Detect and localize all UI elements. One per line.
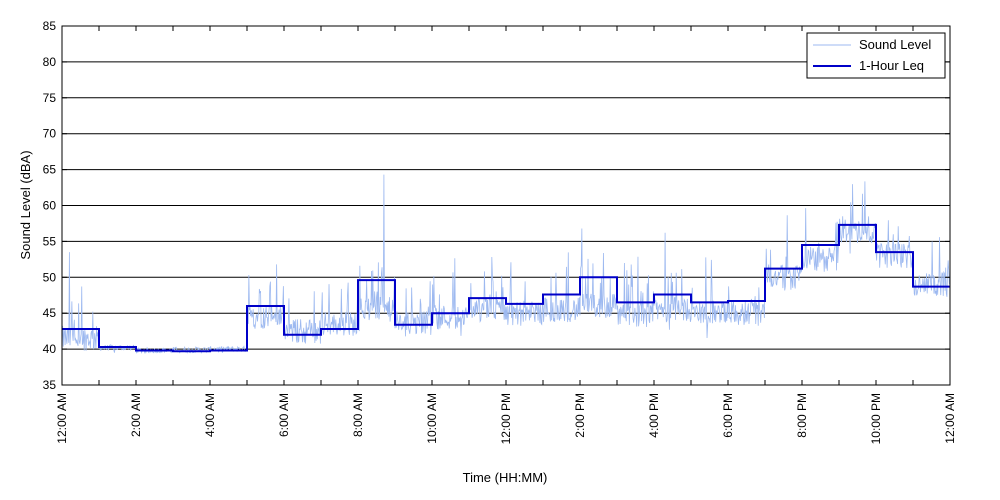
x-tick-label-1: 2:00 AM	[129, 393, 143, 437]
x-tick-label-12: 12:00 AM	[943, 393, 957, 444]
legend-label-1-hour-leq: 1-Hour Leq	[859, 58, 924, 73]
x-tick-label-11: 10:00 PM	[869, 393, 883, 444]
x-tick-label-4: 8:00 AM	[351, 393, 365, 437]
x-tick-label-5: 10:00 AM	[425, 393, 439, 444]
x-tick-label-9: 6:00 PM	[721, 393, 735, 438]
x-tick-label-10: 8:00 PM	[795, 393, 809, 438]
leq-step-line	[62, 223, 950, 353]
y-tick-label-40: 40	[43, 342, 57, 356]
y-tick-label-55: 55	[43, 234, 57, 248]
y-tick-label-85: 85	[43, 19, 57, 33]
x-tick-label-8: 4:00 PM	[647, 393, 661, 438]
x-tick-label-6: 12:00 PM	[499, 393, 513, 444]
x-axis-title: Time (HH:MM)	[463, 470, 548, 485]
x-axis: 12:00 AM 2:00 AM 4:00 AM 6:00 AM 8:00 AM 10:0…	[55, 26, 957, 444]
x-tick-label-7: 2:00 PM	[573, 393, 587, 438]
legend: Sound Level 1-Hour Leq	[806, 32, 946, 79]
y-tick-label-35: 35	[43, 378, 57, 392]
y-tick-label-60: 60	[43, 199, 57, 213]
y-tick-label-45: 45	[43, 306, 57, 320]
y-tick-label-70: 70	[43, 127, 57, 141]
x-tick-label-3: 6:00 AM	[277, 393, 291, 437]
legend-box	[806, 32, 946, 79]
y-axis-title: Sound Level (dBA)	[18, 150, 33, 259]
series-1-hour-leq	[62, 223, 950, 353]
y-tick-label-65: 65	[43, 163, 57, 177]
legend-label-sound-level: Sound Level	[859, 37, 931, 52]
y-tick-label-80: 80	[43, 55, 57, 69]
y-tick-label-50: 50	[43, 270, 57, 284]
y-tick-label-75: 75	[43, 91, 57, 105]
x-tick-label-2: 4:00 AM	[203, 393, 217, 437]
x-tick-label-0: 12:00 AM	[55, 393, 69, 444]
y-axis: 35 40 45 50 55 60 65 70 75 80 85	[43, 19, 950, 392]
